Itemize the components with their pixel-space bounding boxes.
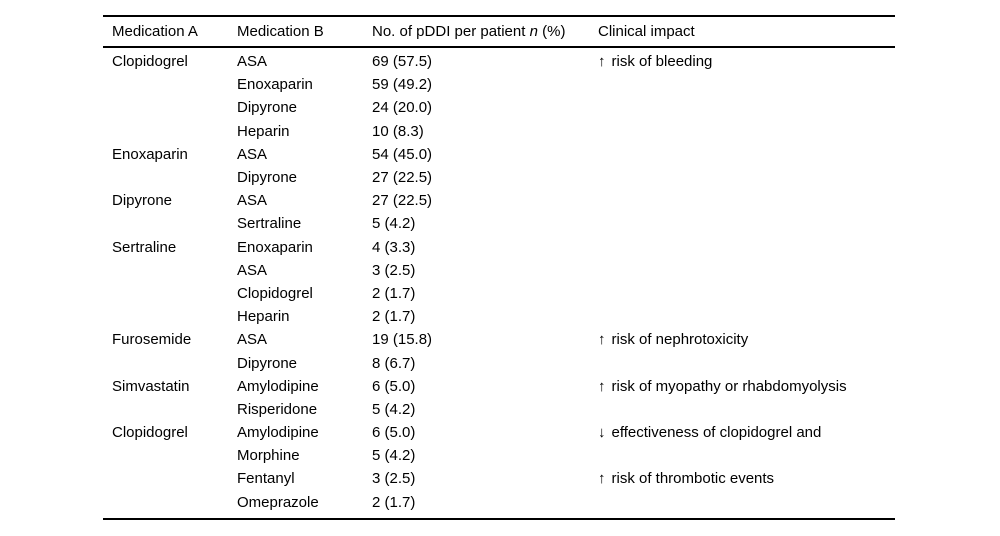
cell-pddi-count: 3 (2.5) [372,261,416,279]
cell-medication-b: Sertraline [237,215,302,233]
table-row: Morphine 5 (4.2) [103,444,895,467]
cell-medication-b: Heparin [237,308,290,326]
table-row: Fentanyl 3 (2.5) ↑ risk of thrombotic eve… [103,467,895,490]
table-row: Sertraline 5 (4.2) [103,212,895,235]
cell-pddi-count: 59 (49.2) [372,76,433,94]
cell-medication-b: Enoxaparin [237,76,313,94]
pddi-header-prefix: No. of pDDI per patient [372,23,530,40]
impact-text: risk of myopathy or rhabdomyolysis [611,377,847,395]
cell-medication-b: Fentanyl [237,470,295,488]
cell-pddi-count: 69 (57.5) [372,53,433,71]
table-row: Omeprazole 2 (1.7) [103,491,895,514]
cell-pddi-count: 2 (1.7) [372,493,416,511]
up-arrow-icon: ↑ [598,331,606,349]
cell-medication-b: Amylodipine [237,377,319,395]
down-arrow-icon: ↓ [598,424,606,442]
table-row: Risperidone 5 (4.2) [103,398,895,421]
table-row: Enoxaparin ASA 54 (45.0) [103,143,895,166]
cell-medication-b: Dipyrone [237,354,298,372]
cell-pddi-count: 27 (22.5) [372,192,433,210]
cell-pddi-count: 6 (5.0) [372,424,416,442]
table-row: Enoxaparin 59 (49.2) [103,73,895,96]
cell-medication-b: ASA [237,261,268,279]
cell-pddi-count: 24 (20.0) [372,99,433,117]
cell-medication-a: Enoxaparin [112,145,188,163]
cell-pddi-count: 2 (1.7) [372,284,416,302]
cell-medication-b: Omeprazole [237,493,319,511]
cell-medication-b: ASA [237,145,268,163]
cell-clinical-impact: ↓ effectiveness of clopidogrel and [598,424,895,441]
pddi-header-suffix: (%) [537,23,566,40]
impact-text: effectiveness of clopidogrel and [611,424,822,442]
table-row: Sertraline Enoxaparin 4 (3.3) [103,236,895,259]
cell-pddi-count: 5 (4.2) [372,400,416,418]
cell-pddi-count: 3 (2.5) [372,470,416,488]
cell-medication-b: Dipyrone [237,99,298,117]
cell-pddi-count: 5 (4.2) [372,215,416,233]
cell-medication-b: ASA [237,53,268,71]
table-row: Simvastatin Amylodipine 6 (5.0) ↑ risk of… [103,375,895,398]
table-row: Dipyrone ASA 27 (22.5) [103,189,895,212]
table-row: Dipyrone 24 (20.0) [103,96,895,119]
table-header-row: Medication A Medication B No. of pDDI pe… [103,17,895,48]
table-row: Clopidogrel 2 (1.7) [103,282,895,305]
cell-pddi-count: 27 (22.5) [372,169,433,187]
cell-pddi-count: 2 (1.7) [372,308,416,326]
table-row: Heparin 2 (1.7) [103,305,895,328]
table-body: Clopidogrel ASA 69 (57.5) ↑ risk of bleed… [103,48,895,518]
table-row: Furosemide ASA 19 (15.8) ↑ risk of nephro… [103,328,895,351]
cell-pddi-count: 8 (6.7) [372,354,416,372]
cell-pddi-count: 10 (8.3) [372,122,424,140]
cell-medication-b: Heparin [237,122,290,140]
cell-medication-b: ASA [237,331,268,349]
cell-medication-b: Dipyrone [237,169,298,187]
pddi-table: Medication A Medication B No. of pDDI pe… [103,15,895,520]
column-header-medication-a: Medication A [112,23,198,40]
cell-medication-b: Risperidone [237,400,318,418]
impact-text: risk of thrombotic events [611,470,775,488]
cell-clinical-impact: ↑ risk of myopathy or rhabdomyolysis [598,378,895,395]
column-header-pddi: No. of pDDI per patient n (%) [372,23,598,40]
impact-text: risk of bleeding [611,53,713,71]
cell-medication-a: Furosemide [112,331,192,349]
up-arrow-icon: ↑ [598,470,606,488]
cell-clinical-impact: ↑ risk of nephrotoxicity [598,331,895,348]
up-arrow-icon: ↑ [598,377,606,395]
table-row: Clopidogrel ASA 69 (57.5) ↑ risk of bleed… [103,50,895,73]
up-arrow-icon: ↑ [598,53,606,71]
cell-medication-a: Clopidogrel [112,53,188,71]
cell-pddi-count: 5 (4.2) [372,447,416,465]
table-row: ASA 3 (2.5) [103,259,895,282]
cell-medication-a: Dipyrone [112,192,173,210]
impact-text: risk of nephrotoxicity [611,331,749,349]
pddi-header-n-italic: n [529,23,538,40]
cell-medication-b: Morphine [237,447,300,465]
cell-medication-b: ASA [237,192,268,210]
cell-medication-a: Clopidogrel [112,424,188,442]
cell-pddi-count: 19 (15.8) [372,331,433,349]
table-row: Dipyrone 27 (22.5) [103,166,895,189]
table-row: Heparin 10 (8.3) [103,120,895,143]
cell-medication-b: Amylodipine [237,424,319,442]
cell-medication-b: Enoxaparin [237,238,313,256]
cell-clinical-impact: ↑ risk of thrombotic events [598,470,895,487]
cell-medication-a: Sertraline [112,238,177,256]
table-row: Dipyrone 8 (6.7) [103,351,895,374]
cell-clinical-impact: ↑ risk of bleeding [598,53,895,70]
cell-medication-b: Clopidogrel [237,284,313,302]
column-header-medication-b: Medication B [237,23,324,40]
cell-pddi-count: 4 (3.3) [372,238,416,256]
cell-pddi-count: 6 (5.0) [372,377,416,395]
cell-medication-a: Simvastatin [112,377,190,395]
column-header-clinical-impact: Clinical impact [598,23,695,40]
cell-pddi-count: 54 (45.0) [372,145,433,163]
table-row: Clopidogrel Amylodipine 6 (5.0) ↓ effecti… [103,421,895,444]
